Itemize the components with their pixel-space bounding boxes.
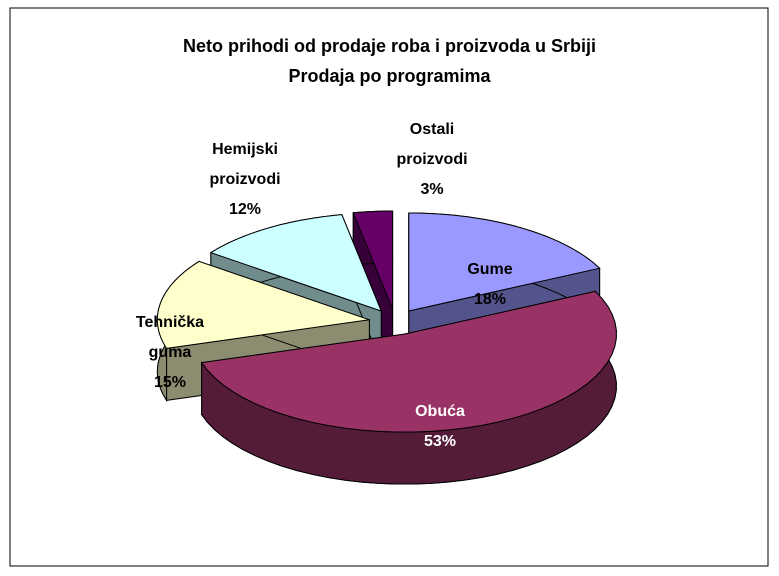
slice [200,290,617,433]
data-label: Gume 18% [435,255,545,315]
category-label: Gume [467,261,513,278]
value-label: 12% [228,201,262,218]
value-label: 18% [473,291,507,308]
category-label: Ostali proizvodi [396,121,468,168]
slice [209,214,383,312]
value-label: 53% [423,433,457,450]
data-label: Ostali proizvodi 3% [382,115,482,205]
category-label: Tehnička guma [135,314,205,361]
chart-subtitle: Prodaja po programima [288,66,491,86]
data-label: Hemijski proizvodi 12% [195,135,295,225]
slice [156,260,370,349]
data-label: Tehnička guma 15% [125,308,215,398]
slice [408,212,601,312]
value-label: 3% [420,181,444,198]
category-label: Obuća [415,403,465,420]
value-label: 15% [153,374,187,391]
chart-title: Neto prihodi od prodaje roba i proizvoda… [182,36,596,56]
slice [352,210,394,310]
data-label: Obuća 53% [385,397,495,457]
category-label: Hemijski proizvodi [209,141,281,188]
